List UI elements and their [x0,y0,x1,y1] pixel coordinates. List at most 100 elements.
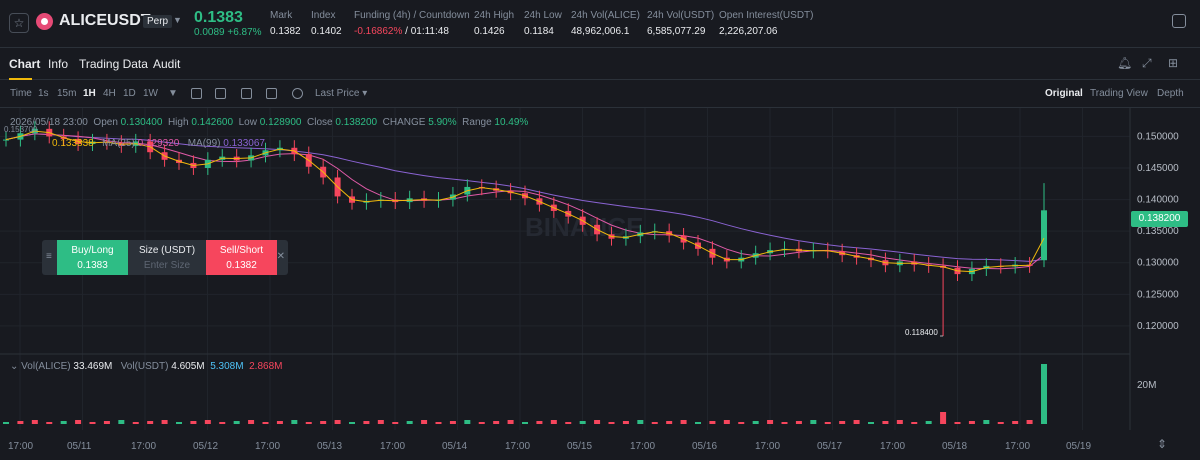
last-price: 0.1383 [194,9,243,26]
volume-bar [666,421,673,424]
favorite-star-icon[interactable]: ☆ [9,13,29,33]
volume-bar [276,421,283,424]
scale-icon[interactable]: ⇕ [1157,437,1168,451]
expand-icon[interactable]: ⤢ [1142,56,1152,70]
interval-1h[interactable]: 1H [83,88,96,99]
volume-bar [695,422,701,424]
view-depth[interactable]: Depth [1157,88,1184,99]
symbol-dropdown-icon[interactable]: ▼ [173,15,182,25]
volume-bar [579,421,586,424]
interval-4h[interactable]: 4H [103,88,116,99]
view-original[interactable]: Original [1045,88,1083,99]
alert-bell-icon[interactable]: 🔔︎ [1117,56,1133,70]
time-tick: 05/11 [67,441,92,452]
volume-bar [3,422,9,424]
volume-bar [377,420,384,424]
price-axis: 0.150000 0.145000 0.140000 0.135000 0.130000… [1137,131,1179,331]
volume-bar [478,422,485,424]
interval-1w[interactable]: 1W [143,88,158,99]
volume-bar [997,422,1004,424]
volume-bar [291,420,298,424]
current-price-tag: 0.138200 [1131,211,1188,227]
ma-legend: 0.133838 MA(25) 0.129320 MA(99) 0.133067 [52,138,265,149]
volume-bar [940,412,947,424]
buy-long-button[interactable]: Buy/Long 0.1383 [57,240,128,275]
volume-bar [1012,421,1019,424]
candle-body [3,139,9,141]
interval-1s[interactable]: 1s [38,88,49,99]
volume-bars [3,364,1047,424]
volume-bar [17,421,24,424]
funding-countdown: / 01:11:48 [402,26,449,37]
view-trading-view[interactable]: Trading View [1090,88,1148,99]
stat-24h-vol-usdt: 24h Vol(USDT) 6,585,077.29 [647,10,715,37]
candle-body [1041,210,1047,261]
time-tick: 05/19 [1066,441,1092,452]
volume-bar [968,421,975,424]
price-type-select[interactable]: Last Price ▾ [315,88,368,99]
stat-index: Index 0.1402 [311,10,342,37]
volume-bar [522,422,528,424]
volume-bar [608,422,615,424]
candlestick-chart[interactable]: BINANCE 0.1500000.1450000.1400000.135000… [0,108,1200,430]
indicator-icon[interactable] [215,88,226,99]
volume-bar [882,421,889,424]
interval-15m[interactable]: 15m [57,88,77,99]
candle-type-icon[interactable] [241,88,252,99]
stat-funding: Funding (4h) / Countdown -0.16862% / 01:1… [354,10,470,37]
time-tick: 05/15 [567,441,593,452]
volume-bar [176,422,182,424]
ma7-line [5,130,1045,273]
grid-lines [0,108,1130,430]
calendar-icon[interactable] [191,88,202,99]
time-tick: 17:00 [755,441,781,452]
volume-bar [334,420,341,424]
time-tick: 17:00 [630,441,656,452]
interval-1d[interactable]: 1D [123,88,136,99]
volume-bar [421,420,428,424]
drag-handle-icon[interactable]: ≡ [46,251,52,262]
volume-bar [233,421,240,424]
layout-icon[interactable] [266,88,277,99]
time-tick: 05/17 [817,441,843,452]
symbol-name[interactable]: ALICEUSDT [59,12,151,29]
close-icon[interactable]: ✕ [276,251,285,262]
volume-bar [363,421,370,424]
volume-bar [248,420,255,424]
stat-24h-high: 24h High 0.1426 [474,10,515,37]
volume-bar [507,420,514,424]
tab-chart[interactable]: Chart [9,57,41,80]
volume-bar [911,422,918,424]
price-tick: 0.120000 [1137,321,1179,332]
settings-icon[interactable] [1172,14,1186,28]
volume-collapse-icon[interactable]: ⌄ [10,361,19,372]
volume-bar [709,421,716,424]
volume-bar [262,422,269,424]
stat-open-interest: Open Interest(USDT) 2,226,207.06 [719,10,814,37]
sell-short-button[interactable]: Sell/Short 0.1382 [206,240,277,275]
grid-layout-icon[interactable]: ⊞ [1168,56,1179,70]
tab-audit[interactable]: Audit [153,57,181,71]
size-input[interactable]: Size (USDT) Enter Size [138,245,196,271]
ohlc-legend: 2026/05/18 23:00 Open 0.130400 High 0.14… [10,117,529,128]
volume-bar [493,421,500,424]
volume-bar [925,421,932,424]
volume-bar [594,420,601,424]
stat-24h-low: 24h Low 0.1184 [524,10,562,37]
volume-bar [1026,420,1033,424]
volume-bar [118,420,125,424]
price-tick: 0.150000 [1137,131,1179,142]
volume-bar [464,420,471,424]
interval-time[interactable]: Time [10,88,32,99]
volume-bar [781,422,788,424]
tab-info[interactable]: Info [48,57,69,71]
volume-bar [147,421,154,424]
interval-dropdown-icon[interactable]: ▼ [168,88,178,99]
settings-circle-icon[interactable] [292,88,303,99]
volume-bar [349,422,355,424]
volume-bar [449,421,456,424]
volume-bar [795,421,802,424]
volume-bar [651,422,658,424]
tab-trading-data[interactable]: Trading Data [79,57,148,71]
high-marker: 0.153700 [4,125,38,134]
